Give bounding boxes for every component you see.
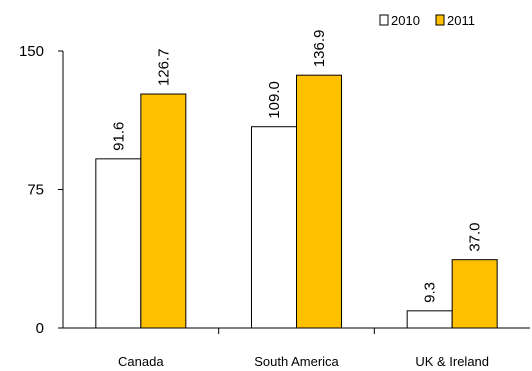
data-label: 136.9: [311, 30, 328, 68]
y-tick-label: 150: [19, 43, 44, 60]
y-tick-label: 75: [27, 182, 44, 199]
data-label: 91.6: [110, 122, 127, 151]
legend-swatch-2011: [435, 14, 445, 26]
bar-2010: [95, 158, 142, 329]
data-label: 9.3: [422, 282, 439, 303]
data-label: 37.0: [467, 222, 484, 251]
x-tick-label: South America: [254, 354, 339, 369]
bar-2011: [140, 93, 187, 329]
bar-2011: [296, 74, 342, 329]
chart-bars: [95, 74, 498, 329]
y-tick-label: 0: [36, 320, 44, 337]
x-tick-label: UK & Ireland: [415, 354, 489, 369]
bar-2010: [251, 126, 297, 329]
data-label: 109.0: [266, 81, 283, 119]
bar-2010: [406, 310, 453, 329]
data-label: 126.7: [155, 48, 172, 86]
legend-swatch-2010: [379, 14, 389, 26]
chart-legend: 2010 2011: [379, 13, 475, 28]
legend-label-2011: 2011: [447, 13, 475, 28]
chart-labels: 91.6 126.7 109.0 136.9 9.3 37.0: [110, 30, 483, 303]
bar-2011: [451, 259, 498, 329]
x-tick-label: Canada: [118, 354, 164, 369]
legend-label-2010: 2010: [391, 13, 420, 28]
